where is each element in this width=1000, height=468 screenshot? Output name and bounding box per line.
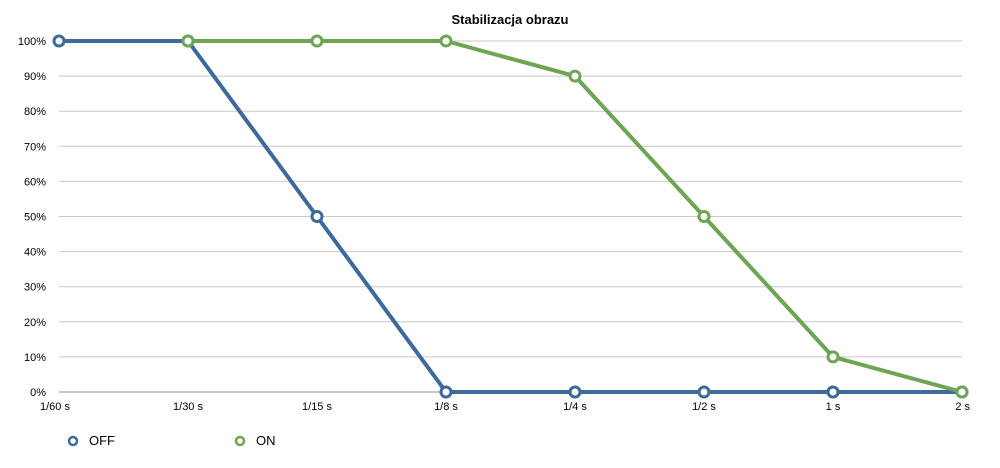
data-point	[955, 385, 969, 399]
data-point	[310, 34, 324, 48]
data-point	[568, 385, 582, 399]
data-point	[310, 210, 324, 223]
series-on	[181, 34, 969, 399]
data-point	[181, 34, 195, 48]
x-axis-ticks: 1/60 s 1/30 s 1/15 s 1/8 s 1/4 s 1/2 s 1 s 2 s	[40, 401, 970, 413]
x-tick-label: 1/30 s	[173, 401, 203, 413]
legend: OFF ON	[67, 433, 276, 448]
gridlines	[59, 40, 962, 393]
x-tick-label: 1/8 s	[434, 401, 458, 413]
legend-label: ON	[256, 433, 276, 448]
y-tick-label: 90%	[24, 71, 46, 83]
x-tick-label: 1/4 s	[563, 401, 587, 413]
series-line	[57, 39, 964, 394]
data-point	[697, 385, 711, 399]
legend-item-off: OFF	[67, 433, 115, 448]
legend-marker	[67, 435, 79, 447]
data-point	[826, 350, 840, 364]
y-tick-label: 80%	[24, 106, 46, 118]
legend-marker	[234, 435, 246, 447]
y-tick-label: 0%	[30, 387, 46, 399]
data-point	[439, 34, 453, 48]
y-tick-label: 70%	[24, 141, 46, 153]
y-tick-label: 50%	[24, 212, 46, 224]
legend-item-on: ON	[234, 433, 276, 448]
y-tick-label: 100%	[18, 36, 46, 48]
chart-title: Stabilizacja obrazu	[451, 12, 568, 27]
series-group	[52, 34, 969, 399]
y-tick-label: 30%	[24, 282, 46, 294]
y-tick-label: 10%	[24, 352, 46, 364]
x-tick-label: 1 s	[826, 401, 841, 413]
x-tick-label: 2 s	[955, 401, 970, 413]
data-point	[697, 210, 711, 223]
data-point	[52, 34, 66, 48]
y-axis-ticks: 0% 10% 20% 30% 40% 50% 60% 70% 80% 90% 100%	[18, 36, 46, 399]
legend-label: OFF	[89, 433, 115, 448]
y-tick-label: 60%	[24, 176, 46, 188]
data-point	[568, 69, 582, 83]
data-point	[439, 385, 453, 399]
data-point	[826, 385, 840, 399]
x-tick-label: 1/15 s	[302, 401, 332, 413]
y-tick-label: 40%	[24, 247, 46, 259]
y-tick-label: 20%	[24, 317, 46, 329]
x-tick-label: 1/2 s	[692, 401, 716, 413]
x-tick-label: 1/60 s	[40, 401, 70, 413]
